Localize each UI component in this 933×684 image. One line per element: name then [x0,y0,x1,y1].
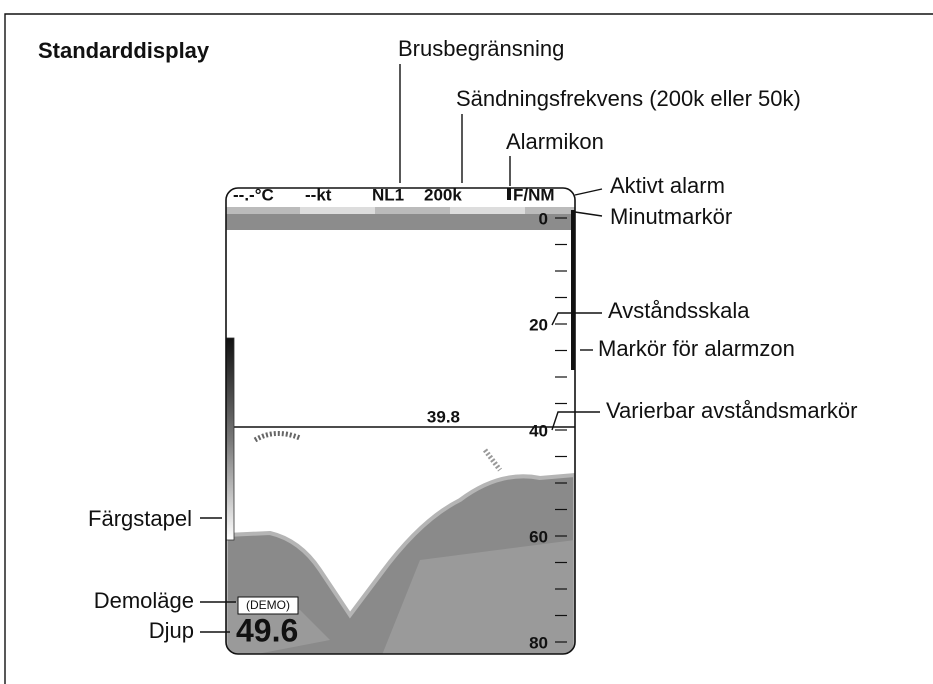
callout: Minutmarkör [610,204,732,229]
alarm-zone-bar [571,210,575,370]
scale-label: 20 [529,315,548,334]
callout: Djup [149,618,194,643]
title: Standarddisplay [38,38,210,63]
scale-label: 60 [529,527,548,546]
status-text: --kt [305,185,332,204]
status-text: --.-°C [233,185,274,204]
callout: Sändningsfrekvens (200k eller 50k) [456,86,801,111]
callout-line [575,212,602,216]
callout: Varierbar avståndsmarkör [606,398,857,423]
status-text: F/NM [513,185,555,204]
status-text: NL1 [372,185,404,204]
callout: Färgstapel [88,506,192,531]
status-text: 200k [424,185,462,204]
color-bar [226,338,234,540]
callout-line [575,189,602,195]
range-marker-value: 39.8 [427,407,460,426]
surface-band [226,214,575,230]
scale-label: 0 [539,209,548,228]
callout: Aktivt alarm [610,173,725,198]
demo-label: (DEMO) [246,598,290,612]
callout: Markör för alarmzon [598,336,795,361]
callout: Brusbegränsning [398,36,564,61]
callout: Avståndsskala [608,298,750,323]
callout: Alarmikon [506,129,604,154]
depth-value: 49.6 [236,612,298,648]
alarm-icon [507,188,511,200]
scale-label: 40 [529,421,548,440]
minute-bar [450,207,525,214]
minute-bar [300,207,375,214]
page: Standarddisplay 0 20 40 60 80 --.-°C --kt NL… [0,0,933,684]
scale-label: 80 [529,633,548,652]
screen: 0 20 40 60 80 --.-°C --kt NL1 200k F/NM 39.8… [226,185,575,660]
callout: Demoläge [94,588,194,613]
